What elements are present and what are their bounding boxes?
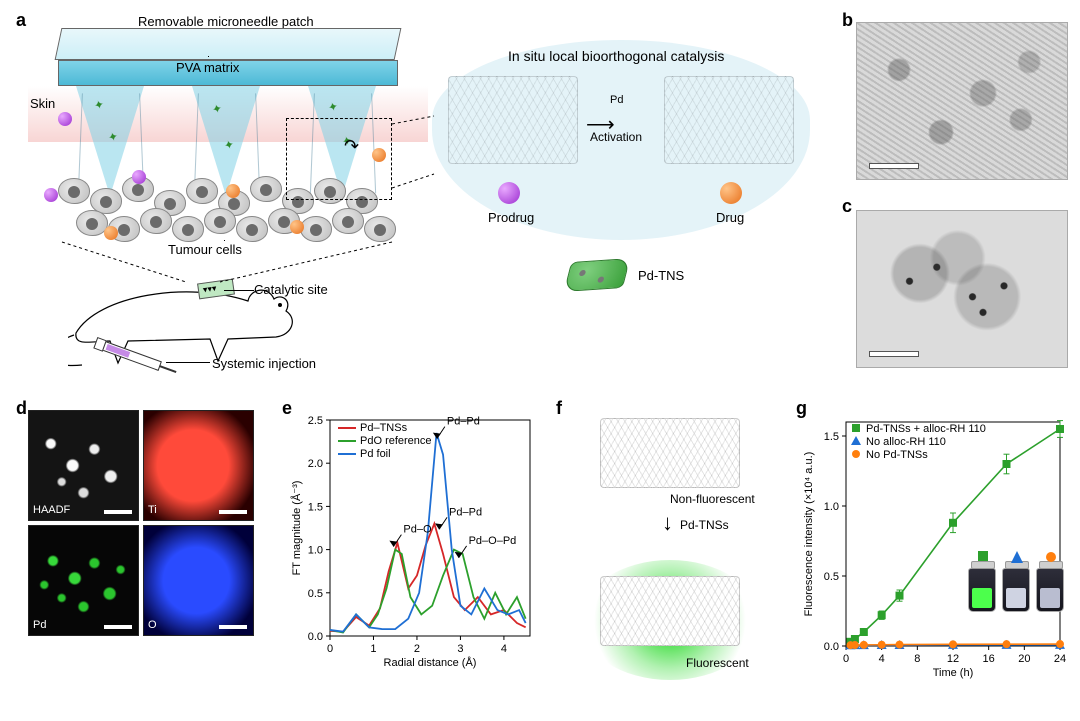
eds-haadf: HAADF xyxy=(28,410,139,521)
prodrug-structure xyxy=(448,76,578,164)
svg-text:No alloc-RH 110: No alloc-RH 110 xyxy=(866,436,946,448)
svg-text:1: 1 xyxy=(370,643,376,655)
panel-a-schematic: Removable microneedle patch PVA matrix S… xyxy=(28,20,818,380)
svg-text:PdO reference: PdO reference xyxy=(360,435,432,447)
panel-label-a: a xyxy=(16,10,26,31)
eds-tag: Ti xyxy=(148,504,157,516)
fluor-mol xyxy=(600,576,740,646)
tem-image-b xyxy=(856,22,1068,180)
nonfluor-label: Non-fluorescent xyxy=(670,492,755,506)
svg-text:2.5: 2.5 xyxy=(308,415,323,427)
drug-structure xyxy=(664,76,794,164)
svg-text:Pd–Pd: Pd–Pd xyxy=(449,506,482,518)
scalebar xyxy=(869,351,919,357)
svg-text:12: 12 xyxy=(947,653,959,665)
vial xyxy=(1036,568,1064,612)
svg-text:1.0: 1.0 xyxy=(308,545,323,557)
vial xyxy=(968,568,996,612)
pdtns-label: Pd-TNS xyxy=(638,268,684,283)
svg-text:Time (h): Time (h) xyxy=(933,667,974,679)
eds-ti: Ti xyxy=(143,410,254,521)
nonfluor-mol xyxy=(600,418,740,488)
reaction-scheme: Non-fluorescent ↓ Pd-TNSs Fluorescent xyxy=(560,410,780,670)
svg-text:20: 20 xyxy=(1018,653,1030,665)
svg-text:0.0: 0.0 xyxy=(308,631,323,643)
svg-text:2.0: 2.0 xyxy=(308,458,323,470)
eds-o: O xyxy=(143,525,254,636)
svg-text:Pd–O–Pd: Pd–O–Pd xyxy=(469,535,517,547)
svg-text:Pd foil: Pd foil xyxy=(360,448,391,460)
svg-text:Fluorescence intensity (×10⁴ a: Fluorescence intensity (×10⁴ a.u.) xyxy=(803,452,815,617)
prodrug-key-dot xyxy=(498,182,520,204)
svg-text:No Pd-TNSs: No Pd-TNSs xyxy=(866,449,928,461)
eds-tag: O xyxy=(148,619,157,631)
svg-text:Pd-TNSs + alloc-RH 110: Pd-TNSs + alloc-RH 110 xyxy=(866,423,986,435)
svg-text:Radial distance (Å): Radial distance (Å) xyxy=(384,656,477,669)
svg-text:0.5: 0.5 xyxy=(824,571,839,583)
svg-text:8: 8 xyxy=(914,653,920,665)
vial xyxy=(1002,568,1030,612)
eds-grid: HAADF Ti Pd O xyxy=(28,410,254,636)
eds-tag: Pd xyxy=(33,619,46,631)
panel-label-d: d xyxy=(16,398,27,419)
panel-label-c: c xyxy=(842,196,852,217)
exafs-chart: 0 1 2 3 4 0.0 0.5 1.0 1.5 2.0 2.5 Radial distance (… xyxy=(288,410,538,670)
svg-text:0: 0 xyxy=(843,653,849,665)
svg-text:24: 24 xyxy=(1054,653,1066,665)
svg-text:1.5: 1.5 xyxy=(824,431,839,443)
tem-image-c xyxy=(856,210,1068,368)
drug-key-label: Drug xyxy=(716,210,744,225)
svg-text:0.5: 0.5 xyxy=(308,588,323,600)
drug-key-dot xyxy=(720,182,742,204)
svg-text:FT magnitude (Å⁻³): FT magnitude (Å⁻³) xyxy=(290,481,303,576)
svg-text:3: 3 xyxy=(457,643,463,655)
svg-text:0: 0 xyxy=(327,643,333,655)
svg-text:0.0: 0.0 xyxy=(824,641,839,653)
svg-text:16: 16 xyxy=(983,653,995,665)
prodrug-key-label: Prodrug xyxy=(488,210,534,225)
activation-label: Activation xyxy=(590,130,642,144)
svg-text:4: 4 xyxy=(879,653,885,665)
svg-text:Pd–O: Pd–O xyxy=(403,524,432,536)
callout-title: In situ local bioorthogonal catalysis xyxy=(508,48,724,64)
kinetics-chart: 0 4 8 12 16 20 24 0.0 0.5 1.0 1.5 Time (h) Fluoresce… xyxy=(800,410,1070,680)
panel-label-b: b xyxy=(842,10,853,31)
fluor-label: Fluorescent xyxy=(686,656,749,670)
svg-text:Pd–Pd: Pd–Pd xyxy=(447,416,480,428)
eds-tag: HAADF xyxy=(33,504,70,516)
svg-text:2: 2 xyxy=(414,643,420,655)
pd-label: Pd xyxy=(610,94,623,106)
pdtns-swatch xyxy=(564,258,631,292)
svg-text:4: 4 xyxy=(501,643,507,655)
arrow-cat-label: Pd-TNSs xyxy=(680,518,729,532)
svg-text:1.5: 1.5 xyxy=(308,501,323,513)
eds-pd: Pd xyxy=(28,525,139,636)
svg-text:1.0: 1.0 xyxy=(824,501,839,513)
scalebar xyxy=(869,163,919,169)
svg-text:Pd–TNSs: Pd–TNSs xyxy=(360,422,408,434)
systemic-inj-label: Systemic injection xyxy=(212,356,316,371)
